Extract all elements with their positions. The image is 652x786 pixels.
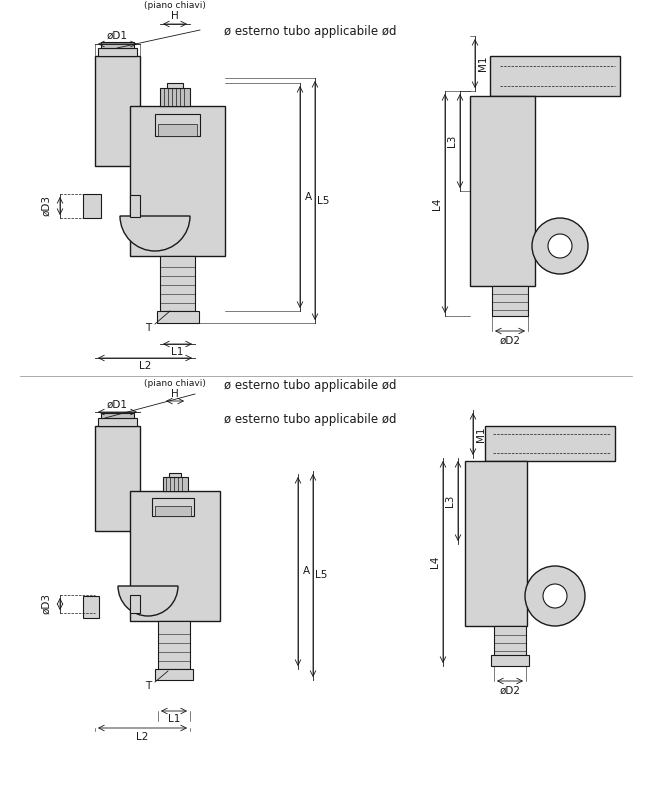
Text: L1: L1 xyxy=(168,714,180,724)
Bar xyxy=(130,491,220,621)
Bar xyxy=(158,124,197,136)
Text: ø esterno tubo applicabile ød: ø esterno tubo applicabile ød xyxy=(224,380,396,392)
Text: øD2: øD2 xyxy=(499,336,520,346)
Bar xyxy=(98,48,137,56)
Text: A: A xyxy=(304,192,312,202)
Bar xyxy=(490,56,620,96)
Text: L5: L5 xyxy=(317,196,329,205)
Text: øD1: øD1 xyxy=(107,31,128,41)
Bar xyxy=(163,477,188,491)
Bar xyxy=(152,498,194,516)
Bar xyxy=(465,461,527,626)
Text: L2: L2 xyxy=(139,361,151,371)
Bar xyxy=(83,596,99,618)
Bar xyxy=(95,56,140,166)
Text: L4: L4 xyxy=(430,556,440,568)
Circle shape xyxy=(532,218,588,274)
Text: øD3: øD3 xyxy=(41,196,51,216)
Bar xyxy=(101,413,134,418)
Bar xyxy=(83,194,101,218)
Circle shape xyxy=(525,566,585,626)
Text: (piano chiavi): (piano chiavi) xyxy=(144,2,206,10)
Bar xyxy=(130,595,140,613)
Text: L3: L3 xyxy=(445,495,455,507)
Text: ø esterno tubo applicabile ød: ø esterno tubo applicabile ød xyxy=(224,24,396,38)
Text: L4: L4 xyxy=(432,197,442,210)
Bar xyxy=(167,83,183,88)
Circle shape xyxy=(548,234,572,258)
Bar xyxy=(101,42,134,48)
Bar xyxy=(95,426,140,531)
Bar xyxy=(169,473,181,477)
Bar xyxy=(494,626,526,656)
Bar xyxy=(155,669,193,680)
Bar xyxy=(155,506,191,516)
Text: L3: L3 xyxy=(447,135,457,147)
Text: M1: M1 xyxy=(478,56,488,72)
Bar xyxy=(130,195,140,217)
Text: øD3: øD3 xyxy=(41,593,51,615)
Bar xyxy=(160,88,190,106)
Bar xyxy=(98,418,137,426)
Circle shape xyxy=(543,584,567,608)
Text: ø esterno tubo applicabile ød: ø esterno tubo applicabile ød xyxy=(224,413,396,425)
Text: L1: L1 xyxy=(171,347,184,357)
Bar xyxy=(158,621,190,669)
Text: A: A xyxy=(303,567,310,576)
Bar xyxy=(160,256,195,311)
Text: øD2: øD2 xyxy=(499,686,520,696)
Text: (piano chiavi): (piano chiavi) xyxy=(144,380,206,388)
Bar xyxy=(485,426,615,461)
Text: T: T xyxy=(145,323,151,333)
Text: M1: M1 xyxy=(476,426,486,442)
Text: øD1: øD1 xyxy=(107,400,128,410)
Bar xyxy=(130,106,225,256)
Text: H: H xyxy=(171,11,179,21)
Bar xyxy=(492,286,528,316)
Wedge shape xyxy=(118,586,178,616)
Wedge shape xyxy=(120,216,190,251)
Bar xyxy=(157,311,199,323)
Text: L5: L5 xyxy=(315,571,327,581)
Text: T: T xyxy=(145,681,151,691)
Text: L2: L2 xyxy=(136,732,149,742)
Bar xyxy=(470,96,535,286)
Bar xyxy=(155,114,200,136)
Bar xyxy=(491,655,529,666)
Text: H: H xyxy=(171,389,179,399)
